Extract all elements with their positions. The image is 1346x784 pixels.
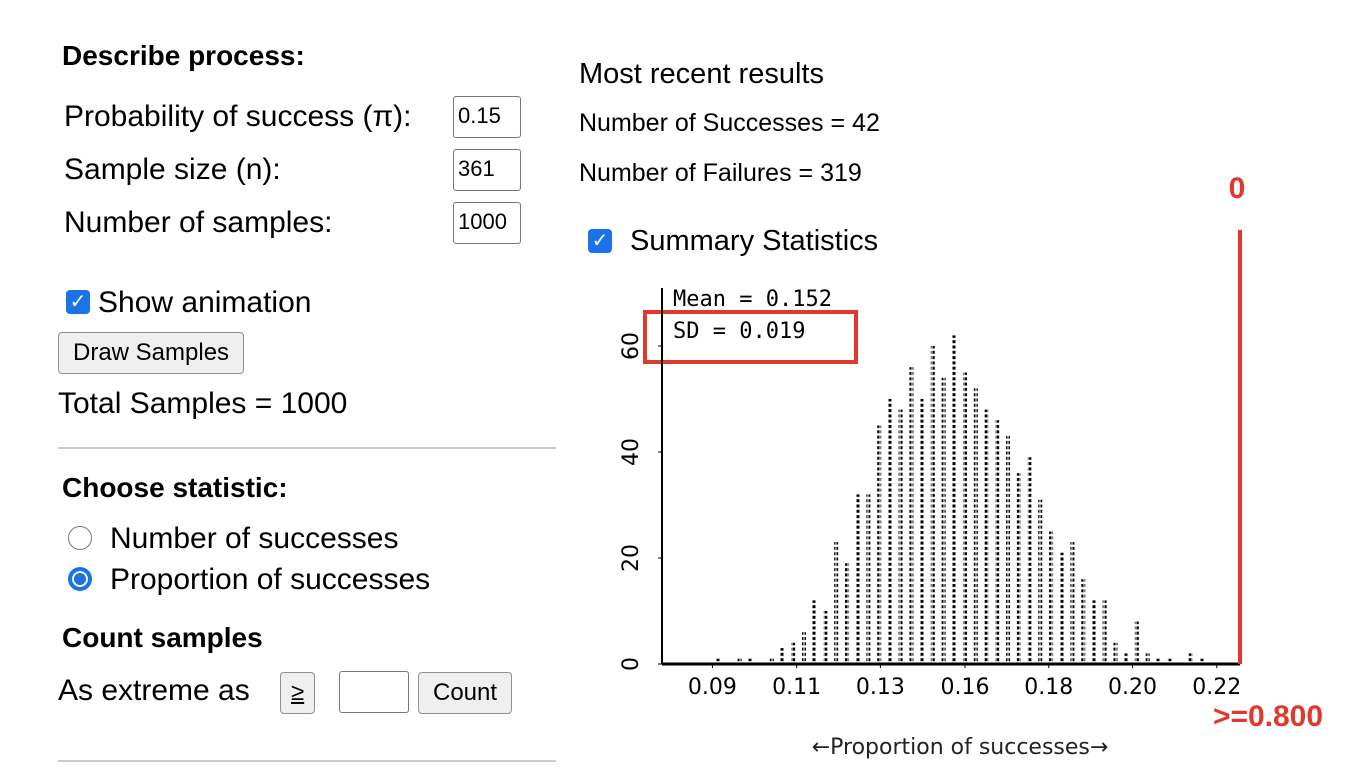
highlight-box — [643, 310, 858, 364]
operator-button[interactable]: ≥ — [280, 672, 316, 714]
radio-label: Number of successes — [110, 522, 399, 555]
dot-stack — [737, 658, 742, 664]
x-tick-label: 0.18 — [1024, 675, 1073, 700]
dot-stack — [930, 346, 935, 664]
dot-stack — [919, 399, 924, 664]
dot-stack — [1016, 473, 1021, 664]
divider — [58, 447, 556, 449]
dot-stack — [995, 420, 1000, 664]
dot-stack — [791, 642, 796, 664]
dot-stack — [1102, 600, 1107, 664]
dot-stack — [941, 377, 946, 664]
x-tick-label: 0.20 — [1108, 675, 1157, 700]
dot-stack — [834, 542, 839, 664]
checkbox-label: Summary Statistics — [630, 225, 879, 257]
y-tick-label: 20 — [619, 544, 644, 572]
x-tick-label: 0.09 — [688, 675, 737, 700]
dot-stack — [748, 658, 753, 664]
dot-stack — [1049, 531, 1054, 664]
dot-stack — [780, 648, 785, 664]
dot-stack — [801, 632, 806, 664]
mean-label: Mean = 0.152 — [673, 287, 832, 312]
dot-stack — [845, 563, 850, 664]
dot-stack — [715, 658, 720, 664]
total-samples: Total Samples = 1000 — [58, 387, 348, 420]
dot-stack — [1167, 658, 1172, 664]
y-tick-label: 40 — [619, 438, 644, 466]
x-tick-label: 0.16 — [940, 675, 989, 700]
dot-stack — [909, 367, 914, 664]
dot-stack — [812, 600, 817, 664]
label: As extreme as — [58, 674, 250, 707]
dot-stack — [1124, 653, 1129, 664]
dot-stack — [1134, 621, 1139, 664]
dot-stack — [823, 611, 828, 664]
dot-stack — [1006, 436, 1011, 664]
result: Number of Successes = 42 — [579, 109, 880, 137]
dot-stack — [962, 372, 967, 664]
result: Number of Failures = 319 — [579, 159, 862, 187]
dot-stack — [898, 409, 903, 664]
heading: Describe process: — [62, 40, 305, 71]
field-label: Sample size (n): — [64, 153, 281, 186]
input[interactable]: 361 — [453, 149, 521, 191]
dot-stack — [769, 658, 774, 664]
checkbox-label: Show animation — [98, 286, 312, 319]
dot-stack — [1081, 579, 1086, 664]
radio[interactable] — [68, 526, 92, 550]
input[interactable]: 1000 — [453, 202, 521, 244]
field-label: Number of samples: — [64, 206, 333, 239]
dot-stack — [1113, 642, 1118, 664]
x-tick-label: 0.13 — [856, 675, 905, 700]
annotation: 0 — [1229, 172, 1246, 205]
dot-stack — [877, 425, 882, 664]
dot-stack — [1145, 653, 1150, 664]
heading: Choose statistic: — [62, 472, 288, 503]
x-tick-label: 0.22 — [1192, 675, 1241, 700]
y-tick-label: 0 — [619, 657, 644, 671]
dot-stack — [952, 335, 957, 664]
x-tick-label: 0.11 — [772, 675, 821, 700]
dot-stack — [1156, 658, 1161, 664]
divider — [58, 760, 556, 762]
radio[interactable] — [68, 567, 92, 591]
heading: Count samples — [62, 622, 263, 653]
dot-stack — [973, 388, 978, 664]
dot-stack — [1188, 653, 1193, 664]
radio-label: Proportion of successes — [110, 563, 431, 596]
checkbox[interactable]: ✓ — [588, 229, 612, 253]
x-axis-label: ←Proportion of successes→ — [812, 735, 1109, 760]
dot-stack — [1059, 552, 1064, 664]
field-label: Probability of success (π): — [64, 100, 412, 133]
button[interactable]: Draw Samples — [58, 332, 245, 374]
results-heading: Most recent results — [579, 58, 824, 90]
sd-label: SD = 0.019 — [673, 319, 805, 344]
checkbox[interactable]: ✓ — [66, 290, 90, 314]
dot-stack — [984, 409, 989, 664]
button[interactable]: Count — [418, 672, 513, 714]
input[interactable] — [339, 671, 409, 713]
dot-stack — [1038, 499, 1043, 664]
y-tick-label: 60 — [619, 332, 644, 360]
input[interactable]: 0.15 — [453, 96, 521, 138]
annotation: >=0.800 — [1213, 700, 1323, 733]
dot-stack — [1027, 457, 1032, 664]
dot-stack — [855, 494, 860, 664]
dot-stack — [1092, 600, 1097, 664]
dot-stack — [887, 399, 892, 664]
dot-stack — [1070, 542, 1075, 664]
dot-stack — [1199, 658, 1204, 664]
dot-stack — [866, 494, 871, 664]
